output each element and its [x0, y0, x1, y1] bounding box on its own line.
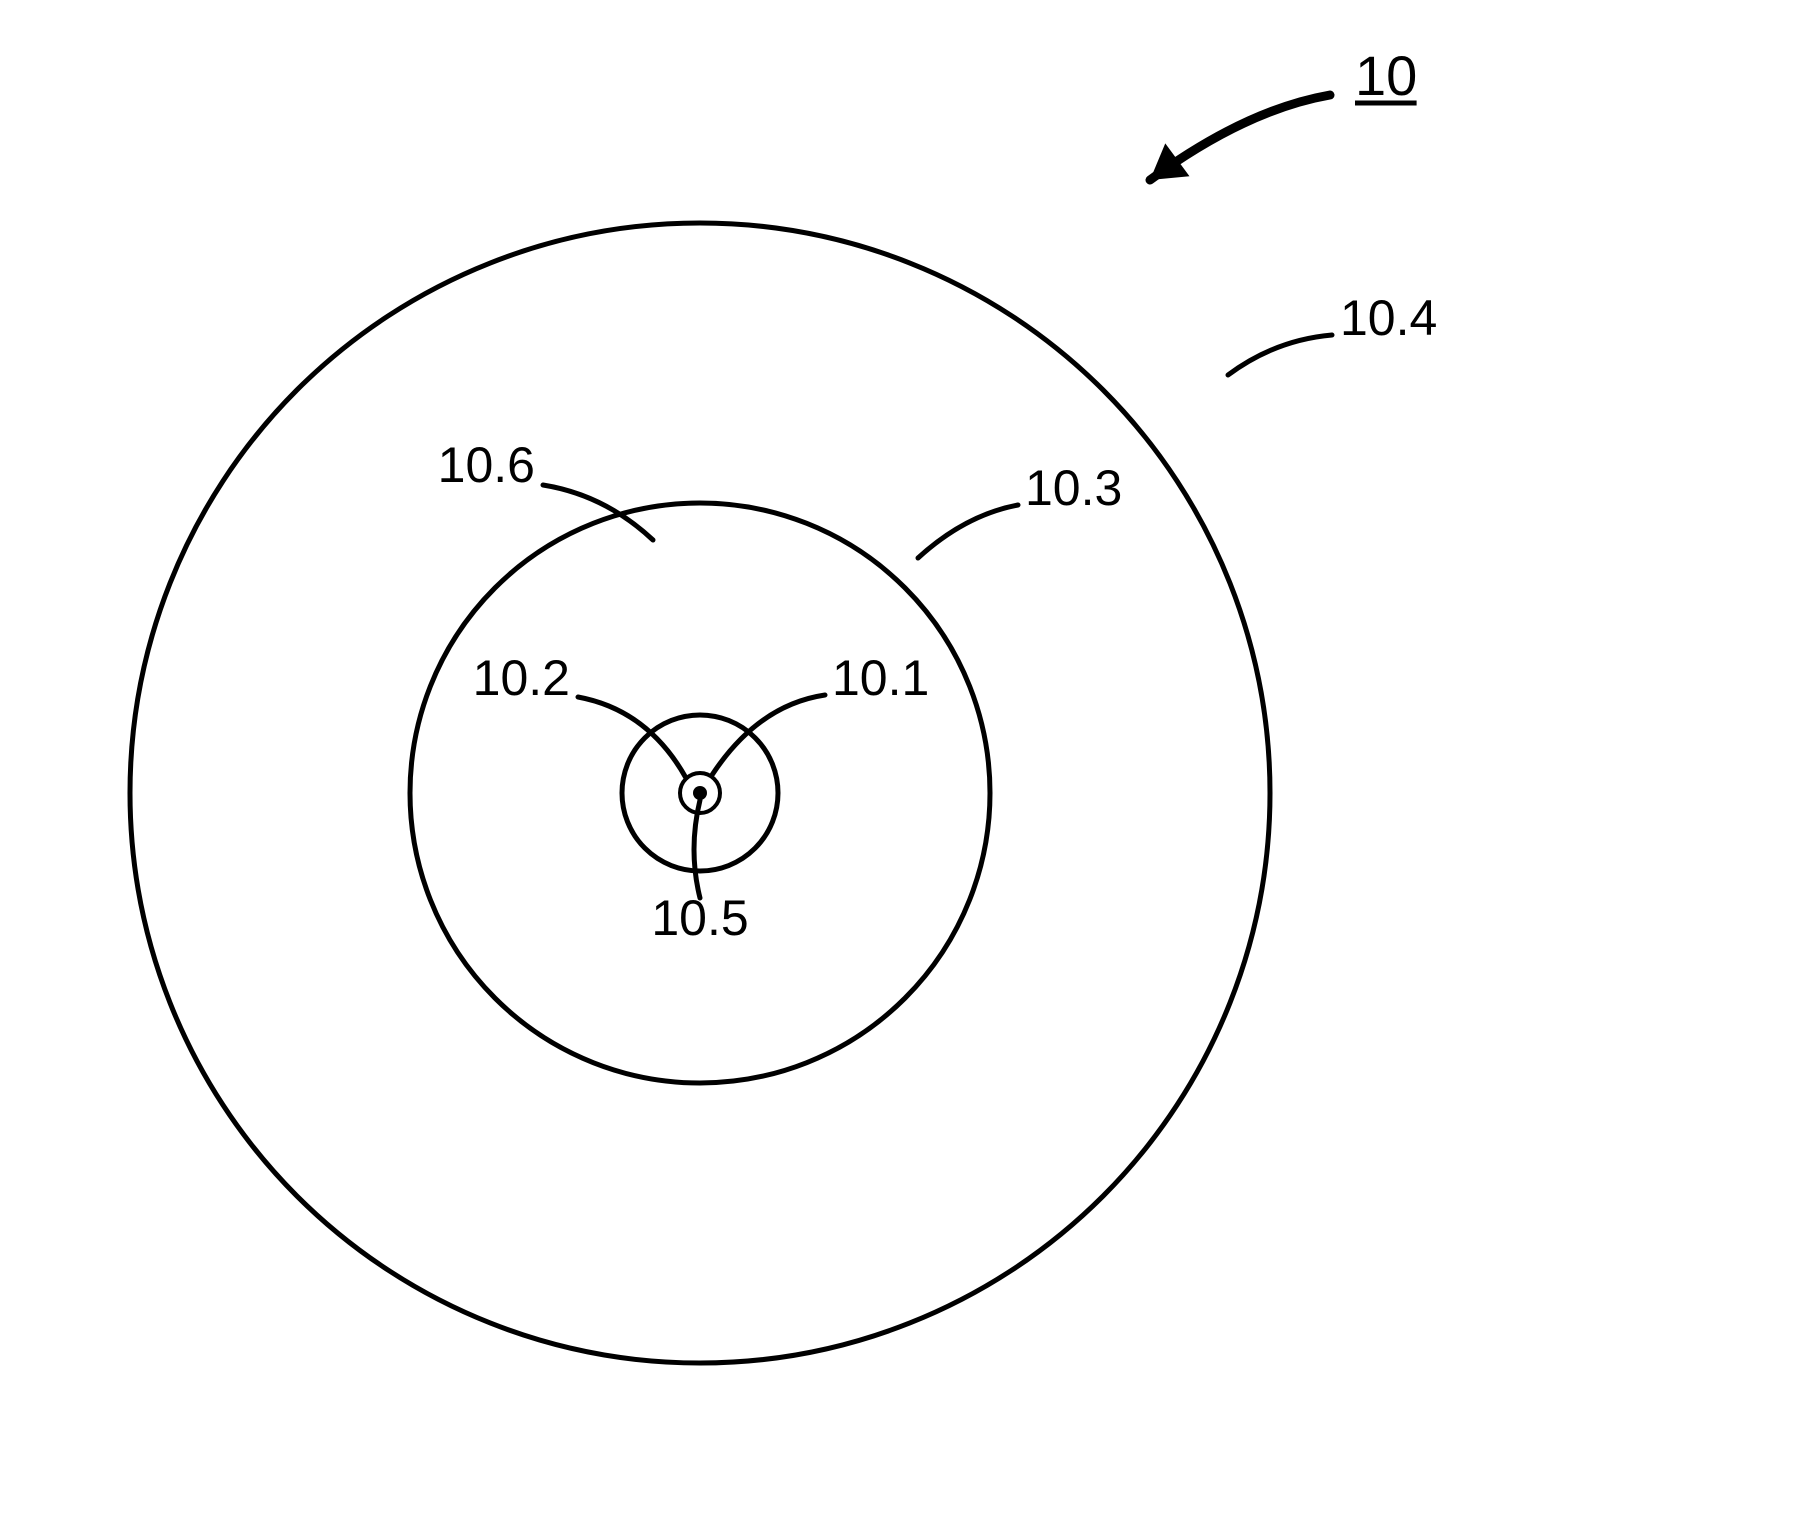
leader-line	[694, 800, 700, 898]
main-reference-label: 10	[1355, 44, 1417, 107]
leader-line	[578, 697, 686, 778]
reference-label: 10.4	[1340, 290, 1437, 346]
reference-label: 10.2	[473, 650, 570, 706]
leader-line	[918, 505, 1018, 558]
reference-label: 10.1	[832, 650, 929, 706]
reference-label: 10.5	[651, 890, 748, 946]
reference-label: 10.6	[438, 437, 535, 493]
patent-diagram: 10 10.4 10.3 10.6 10.1 10.2 10.5	[0, 0, 1804, 1535]
leader-line	[1228, 335, 1332, 375]
leader-line	[712, 695, 825, 775]
reference-label: 10.3	[1025, 460, 1122, 516]
